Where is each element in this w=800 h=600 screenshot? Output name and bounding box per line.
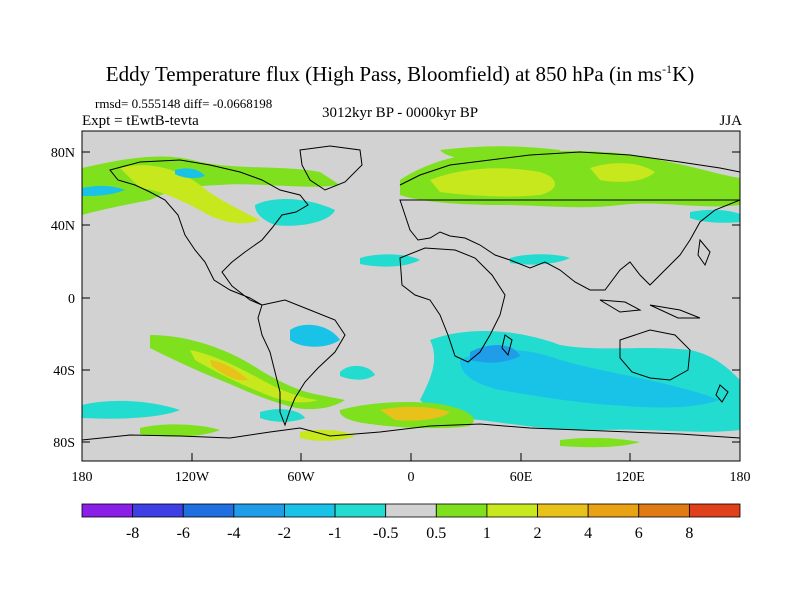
colorbar-label: 4 <box>584 525 592 542</box>
stats-label: rmsd= 0.555148 diff= -0.0668198 <box>95 96 273 111</box>
colorbar-swatch <box>81 503 134 518</box>
colorbar-swatch <box>587 503 640 518</box>
anomaly-field <box>82 146 740 448</box>
x-tick-label: 120W <box>175 470 210 485</box>
colorbar-label: 6 <box>635 525 643 542</box>
experiment-label: Expt = tEwtB-tevta <box>82 113 199 129</box>
x-tick-labels: 180 120W 60W 0 60E 120E 180 <box>72 470 751 485</box>
colorbar-swatch <box>537 503 589 518</box>
colorbar-label: -8 <box>126 525 139 542</box>
colorbar-label: 1 <box>483 525 491 542</box>
x-tick-label: 60W <box>287 470 315 485</box>
colorbar-swatch <box>435 503 488 518</box>
x-tick-label: 120E <box>615 470 645 485</box>
tick-marks <box>82 151 740 461</box>
colorbar-label: -2 <box>278 525 291 542</box>
y-tick-label: 80N <box>51 146 75 161</box>
colorbar-label: -0.5 <box>373 525 398 542</box>
x-tick-label: 180 <box>730 470 751 485</box>
colorbar-swatch <box>334 503 387 518</box>
colorbar-swatch <box>486 503 538 518</box>
coastlines <box>82 145 740 441</box>
period-label: 3012kyr BP - 0000kyr BP <box>321 105 479 121</box>
colorbar-swatch <box>132 503 184 518</box>
y-tick-label: 40N <box>51 219 75 234</box>
colorbar-label: 2 <box>534 525 542 542</box>
colorbar-label: -6 <box>177 525 190 542</box>
colorbar-swatch <box>385 503 437 518</box>
colorbar-swatch <box>284 503 336 518</box>
season-label: JJA <box>719 113 742 129</box>
colorbar-swatch <box>233 503 285 518</box>
colorbar-label: 0.5 <box>426 525 446 542</box>
x-tick-label: 180 <box>72 470 93 485</box>
y-tick-labels: 80N 40N 0 40S 80S <box>51 146 75 451</box>
y-tick-label: 40S <box>53 364 75 379</box>
colorbar-swatch <box>638 503 690 518</box>
colorbar-label: 8 <box>685 525 693 542</box>
colorbar-label: -4 <box>227 525 240 542</box>
colorbar-swatch <box>182 503 235 518</box>
x-tick-label: 0 <box>408 470 415 485</box>
colorbar: -8 -6 -4 -2 -1 -0.5 0.5 1 2 4 6 8 <box>81 503 741 542</box>
colorbar-swatch <box>688 503 741 518</box>
map-plot-area <box>82 131 740 461</box>
colorbar-label: -1 <box>328 525 341 542</box>
map-title: Eddy Temperature flux (High Pass, Bloomf… <box>105 62 695 86</box>
y-tick-label: 0 <box>68 292 75 307</box>
x-tick-label: 60E <box>510 470 533 485</box>
y-tick-label: 80S <box>53 436 75 451</box>
